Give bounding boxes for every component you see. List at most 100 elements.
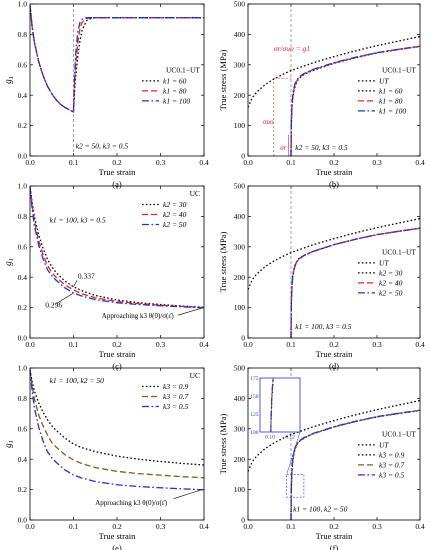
legend-entry-2: k1 = 80 (163, 86, 187, 95)
y-tick-label: 0.2 (18, 303, 28, 312)
x-tick-label: 0.3 (372, 522, 382, 531)
y-axis-label-g: g (3, 79, 13, 84)
plot-area (247, 185, 421, 339)
y-tick-label: 300 (234, 424, 246, 433)
x-tick-label: 0.1 (69, 158, 79, 167)
annotation: k1 = 100, k2 = 50 (293, 504, 348, 513)
panel-e: 0.0 0.1 0.2 0.3 0.4 0.0 0.2 0.4 0.6 0.8 1.0 True st… (3, 364, 209, 550)
x-tick-label: 0.4 (415, 158, 425, 167)
x-tick-label: 0.3 (372, 340, 382, 349)
inset-y-tick: 100 (250, 430, 259, 436)
legend-entry-1: UT (379, 258, 389, 267)
legend-title: UC0.1−UT (382, 65, 416, 74)
y-tick-label: 0.6 (18, 424, 28, 433)
x-tick-label: 0.0 (243, 158, 253, 167)
y-tick-label: 0.6 (18, 242, 28, 251)
legend-entry-2: k3 = 0.7 (163, 392, 189, 401)
panel-f: 0.0 0.1 0.2 0.3 0.4 0 100 200 300 400 500 True stra… (218, 364, 425, 550)
series-group (248, 399, 420, 520)
legend-entry-3: k3 = 0.5 (163, 402, 189, 411)
y-tick-label: 0.8 (18, 394, 28, 403)
x-axis-label: True strain (99, 531, 137, 541)
x-tick-label: 0.4 (415, 340, 425, 349)
x-tick-label: 0.2 (329, 340, 339, 349)
series-line-2 (30, 187, 204, 309)
y-tick-label: 0.0 (18, 334, 28, 343)
x-tick-label: 0.2 (112, 340, 122, 349)
legend-entry-3: k3 = 0.7 (379, 460, 405, 469)
series-line-2 (30, 369, 204, 479)
legend-entry-3: k1 = 100 (163, 96, 190, 105)
y-axis-label-sub: 1 (8, 76, 15, 79)
panel-label: (d) (329, 361, 339, 371)
x-tick-label: 0.0 (25, 340, 35, 349)
x-axis-label: True strain (316, 167, 354, 177)
y-axis-label-sub: 1 (8, 440, 15, 443)
y-tick-label: 0.4 (18, 273, 28, 282)
y-axis-label-g: g (3, 261, 13, 266)
x-tick-label: 0.0 (243, 340, 253, 349)
x-tick-label: 0.3 (372, 158, 382, 167)
series-group (248, 35, 420, 156)
panel-a: 0.0 0.1 0.2 0.3 0.4 0.0 0.2 0.4 0.6 0.8 1.0 True st… (3, 0, 209, 189)
annotation-arrow-2 (55, 292, 74, 305)
legend-entry-1: UT (379, 440, 389, 449)
y-tick-label: 500 (234, 364, 246, 373)
annotation-arrow (173, 489, 202, 500)
annotation: k2 = 50, k3 = 0.5 (76, 141, 129, 150)
x-tick-label: 0.2 (329, 158, 339, 167)
y-tick-label: 0 (241, 334, 245, 343)
y-tick-label: 200 (234, 273, 246, 282)
x-tick-label: 0.3 (156, 522, 166, 531)
y-tick-label: 0.4 (18, 455, 28, 464)
x-tick-label: 0.2 (112, 522, 122, 531)
plot-area (29, 3, 205, 157)
annotation-value-2: 0.296 (45, 301, 62, 310)
x-tick-label: 0.0 (243, 522, 253, 531)
panel-label: (c) (112, 361, 122, 371)
inset-series (270, 378, 274, 432)
y-axis-label: True stress (MPa) (218, 232, 228, 293)
y-tick-label: 1.0 (18, 0, 28, 9)
x-tick-label: 0.2 (112, 158, 122, 167)
legend-entry-2: k2 = 30 (379, 268, 403, 277)
y-axis-label: g1 (3, 258, 15, 266)
inset-x-tick: 0.12 (285, 435, 295, 441)
panel-label: (a) (112, 179, 122, 189)
annotation-arrow-1 (73, 280, 78, 287)
x-axis-label: True strain (316, 531, 354, 541)
annotation-sigma-r: σr (280, 144, 286, 152)
legend-title: UC0.1−UT (166, 65, 200, 74)
y-tick-label: 1.0 (18, 182, 28, 191)
panel-label: (f) (330, 543, 339, 550)
y-tick-label: 400 (234, 394, 246, 403)
y-tick-label: 0.8 (18, 30, 28, 39)
plot-area (247, 3, 421, 157)
y-tick-label: 400 (234, 30, 246, 39)
y-tick-label: 0.8 (18, 212, 28, 221)
x-tick-label: 0.1 (286, 158, 296, 167)
plot-area (247, 367, 421, 521)
panel-d: 0.0 0.1 0.2 0.3 0.4 0 100 200 300 400 500 True stra… (218, 182, 425, 371)
annotation-ratio: σr/σuo = g1 (274, 44, 310, 53)
legend-title: UC (190, 371, 200, 380)
y-tick-label: 0.0 (18, 152, 28, 161)
series-line-1 (248, 217, 420, 290)
legend-entry-3: k2 = 40 (379, 278, 403, 287)
y-tick-label: 500 (234, 182, 246, 191)
x-axis-label: True strain (99, 167, 137, 177)
series-group (30, 5, 204, 113)
zoom-box (286, 474, 305, 498)
x-tick-label: 0.4 (199, 522, 209, 531)
x-tick-label: 0.3 (156, 158, 166, 167)
legend-entry-4: k3 = 0.5 (379, 470, 405, 479)
y-axis-label-sub: 1 (8, 258, 15, 261)
y-tick-label: 100 (234, 121, 246, 130)
y-tick-label: 0.2 (18, 485, 28, 494)
inset-y-tick: 125 (250, 412, 259, 418)
y-tick-label: 100 (234, 485, 246, 494)
panel-b: 0.0 0.1 0.2 0.3 0.4 0 100 200 300 400 500 True stra… (218, 0, 425, 189)
legend-entry-1: k3 = 0.9 (163, 382, 189, 391)
x-tick-label: 0.1 (286, 340, 296, 349)
annotation-params: k1 = 100, k3 = 0.5 (50, 215, 106, 224)
